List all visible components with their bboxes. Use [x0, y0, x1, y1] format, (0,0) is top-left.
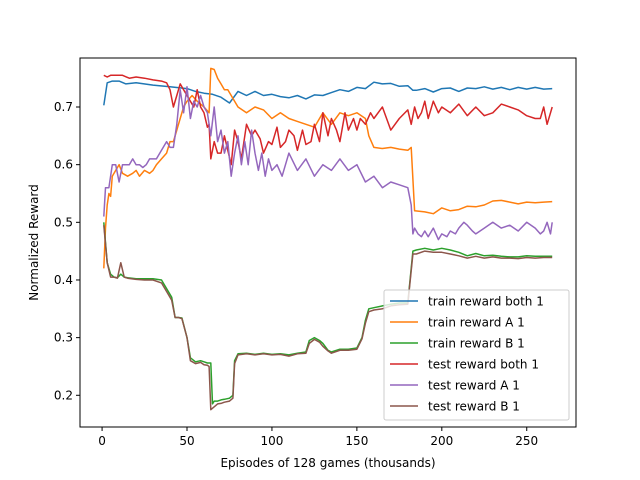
series-line-test-reward-b-1 [103, 225, 553, 411]
x-axis-label: Episodes of 128 games (thousands) [220, 456, 435, 470]
legend-label-train-reward-b-1: train reward B 1 [428, 337, 525, 351]
y-tick-label: 0.5 [54, 215, 73, 229]
legend-label-train-reward-a-1: train reward A 1 [428, 316, 525, 330]
series-line-test-reward-a-1 [103, 86, 553, 241]
plot-frame [79, 57, 577, 428]
y-tick-label: 0.4 [54, 273, 73, 287]
x-tick-label: 200 [430, 434, 453, 448]
x-axis-ticks: 0 50 100 150 200 250 [98, 427, 538, 448]
y-axis-ticks: 0.2 0.3 0.4 0.5 0.6 0.7 [54, 100, 80, 402]
series-line-test-reward-both-1 [103, 74, 553, 166]
legend-label-test-reward-both-1: test reward both 1 [428, 358, 539, 372]
legend-label-train-reward-both-1: train reward both 1 [428, 295, 544, 309]
x-tick-label: 50 [179, 434, 194, 448]
series-line-train-reward-both-1 [103, 80, 553, 106]
series-lines [103, 67, 553, 411]
y-tick-label: 0.7 [54, 100, 73, 114]
y-tick-label: 0.3 [54, 331, 73, 345]
x-tick-label: 0 [98, 434, 106, 448]
x-tick-label: 100 [260, 434, 283, 448]
x-tick-label: 250 [515, 434, 538, 448]
y-tick-label: 0.2 [54, 388, 73, 402]
y-tick-label: 0.6 [54, 158, 73, 172]
legend-label-test-reward-a-1: test reward A 1 [428, 379, 520, 393]
legend-label-test-reward-b-1: test reward B 1 [428, 400, 520, 414]
x-tick-label: 150 [345, 434, 368, 448]
y-axis-label: Normalized Reward [27, 184, 41, 301]
legend: train reward both 1 train reward A 1 train… [383, 289, 570, 421]
legend-box [383, 289, 570, 421]
series-line-train-reward-a-1 [103, 67, 553, 269]
